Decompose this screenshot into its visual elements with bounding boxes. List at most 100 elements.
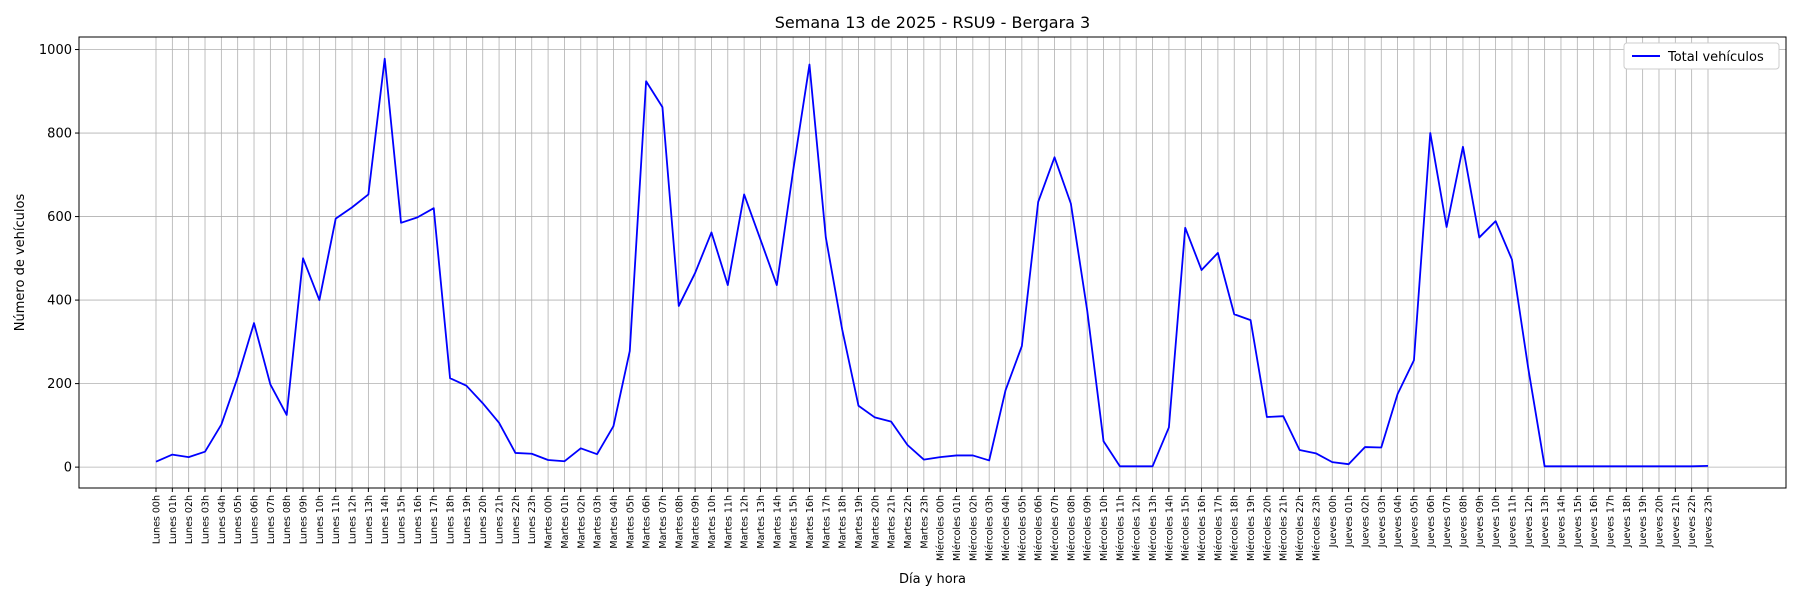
x-tick-label: Martes 07h: [658, 495, 669, 549]
y-tick-label: 0: [64, 461, 72, 476]
data-point: [1478, 236, 1480, 238]
x-tick-label: Miércoles 07h: [1050, 495, 1061, 561]
data-point: [1315, 452, 1317, 454]
data-point: [825, 236, 827, 238]
x-tick-label: Martes 12h: [740, 495, 751, 549]
data-point: [1380, 446, 1382, 448]
x-tick-label: Miércoles 02h: [968, 495, 979, 561]
y-tick-label: 600: [47, 210, 72, 225]
x-tick-label: Miércoles 23h: [1311, 495, 1322, 561]
x-tick-label: Miércoles 03h: [985, 495, 996, 561]
data-point: [253, 322, 255, 324]
x-tick-label: Martes 11h: [723, 495, 734, 549]
x-tick-label: Lunes 15h: [397, 495, 408, 544]
data-point: [285, 414, 287, 416]
x-tick-label: Jueves 10h: [1491, 495, 1502, 548]
data-point: [367, 193, 369, 195]
data-point: [1266, 416, 1268, 418]
x-tick-label: Miércoles 14h: [1164, 495, 1175, 561]
data-point: [1217, 252, 1219, 254]
x-tick-label: Martes 05h: [625, 495, 636, 549]
x-tick-label: Lunes 01h: [168, 495, 179, 544]
data-point: [1298, 449, 1300, 451]
x-tick-label: Lunes 16h: [413, 495, 424, 544]
data-point: [1200, 269, 1202, 271]
x-tick-label: Lunes 12h: [348, 495, 359, 544]
data-point: [776, 284, 778, 286]
data-point: [220, 423, 222, 425]
data-point: [645, 80, 647, 82]
data-point: [302, 257, 304, 259]
y-axis: 0 200 400 600 800 1000: [39, 43, 79, 476]
data-point: [1347, 463, 1349, 465]
x-tick-label: Martes 23h: [919, 495, 930, 549]
data-point: [547, 459, 549, 461]
x-tick-label: Jueves 08h: [1458, 495, 1469, 548]
x-tick-label: Lunes 22h: [511, 495, 522, 544]
x-tick-label: Jueves 20h: [1654, 495, 1665, 548]
data-point: [1641, 465, 1643, 467]
data-point: [841, 328, 843, 330]
y-tick-label: 400: [47, 294, 72, 309]
x-tick-label: Miércoles 15h: [1181, 495, 1192, 561]
data-point: [1151, 465, 1153, 467]
x-tick-label: Martes 18h: [838, 495, 849, 549]
legend: Total vehículos: [1623, 42, 1780, 70]
x-tick-label: Lunes 20h: [478, 495, 489, 544]
data-point: [1445, 226, 1447, 228]
data-point: [1037, 201, 1039, 203]
x-tick-label: Jueves 05h: [1409, 495, 1420, 548]
x-tick-label: Lunes 08h: [282, 495, 293, 544]
x-tick-label: Martes 13h: [756, 495, 767, 549]
data-point: [874, 416, 876, 418]
data-point: [661, 106, 663, 108]
data-point: [1135, 465, 1137, 467]
data-point: [759, 238, 761, 240]
data-point: [318, 299, 320, 301]
data-point: [204, 450, 206, 452]
data-point: [1233, 313, 1235, 315]
data-point: [1625, 465, 1627, 467]
data-point: [465, 384, 467, 386]
x-tick-label: Miércoles 09h: [1083, 495, 1094, 561]
x-tick-label: Miércoles 08h: [1066, 495, 1077, 561]
data-point: [400, 222, 402, 224]
data-point: [1364, 446, 1366, 448]
legend-entry-total-vehiculos: Total vehículos: [1667, 50, 1764, 65]
data-point: [351, 206, 353, 208]
data-point: [563, 460, 565, 462]
x-tick-label: Miércoles 04h: [1001, 495, 1012, 561]
data-point: [1560, 465, 1562, 467]
x-tick-label: Jueves 16h: [1589, 495, 1600, 548]
x-tick-label: Miércoles 12h: [1132, 495, 1143, 561]
x-tick-label: Lunes 18h: [446, 495, 457, 544]
data-point: [531, 453, 533, 455]
x-tick-label: Jueves 03h: [1377, 495, 1388, 548]
x-tick-label: Martes 14h: [772, 495, 783, 549]
x-tick-label: Martes 04h: [609, 495, 620, 549]
x-tick-label: Jueves 06h: [1426, 495, 1437, 548]
x-tick-label: Martes 16h: [805, 495, 816, 549]
x-tick-label: Lunes 19h: [462, 495, 473, 544]
data-point: [1462, 146, 1464, 148]
data-point: [1413, 359, 1415, 361]
data-point: [449, 377, 451, 379]
x-tick-label: Lunes 21h: [495, 495, 506, 544]
x-tick-label: Miércoles 06h: [1034, 495, 1045, 561]
x-tick-label: Miércoles 00h: [936, 495, 947, 561]
x-tick-label: Lunes 10h: [315, 495, 326, 544]
x-tick-label: Jueves 21h: [1671, 495, 1682, 548]
data-point: [596, 453, 598, 455]
x-tick-label: Martes 09h: [691, 495, 702, 549]
x-tick-label: Martes 21h: [887, 495, 898, 549]
data-point: [727, 284, 729, 286]
data-point: [906, 444, 908, 446]
x-tick-label: Martes 22h: [903, 495, 914, 549]
x-tick-label: Martes 00h: [544, 495, 555, 549]
x-tick-label: Miércoles 16h: [1197, 495, 1208, 561]
data-point: [792, 169, 794, 171]
x-tick-label: Lunes 11h: [331, 495, 342, 544]
data-point: [1249, 319, 1251, 321]
data-point: [1331, 461, 1333, 463]
data-point: [1609, 465, 1611, 467]
